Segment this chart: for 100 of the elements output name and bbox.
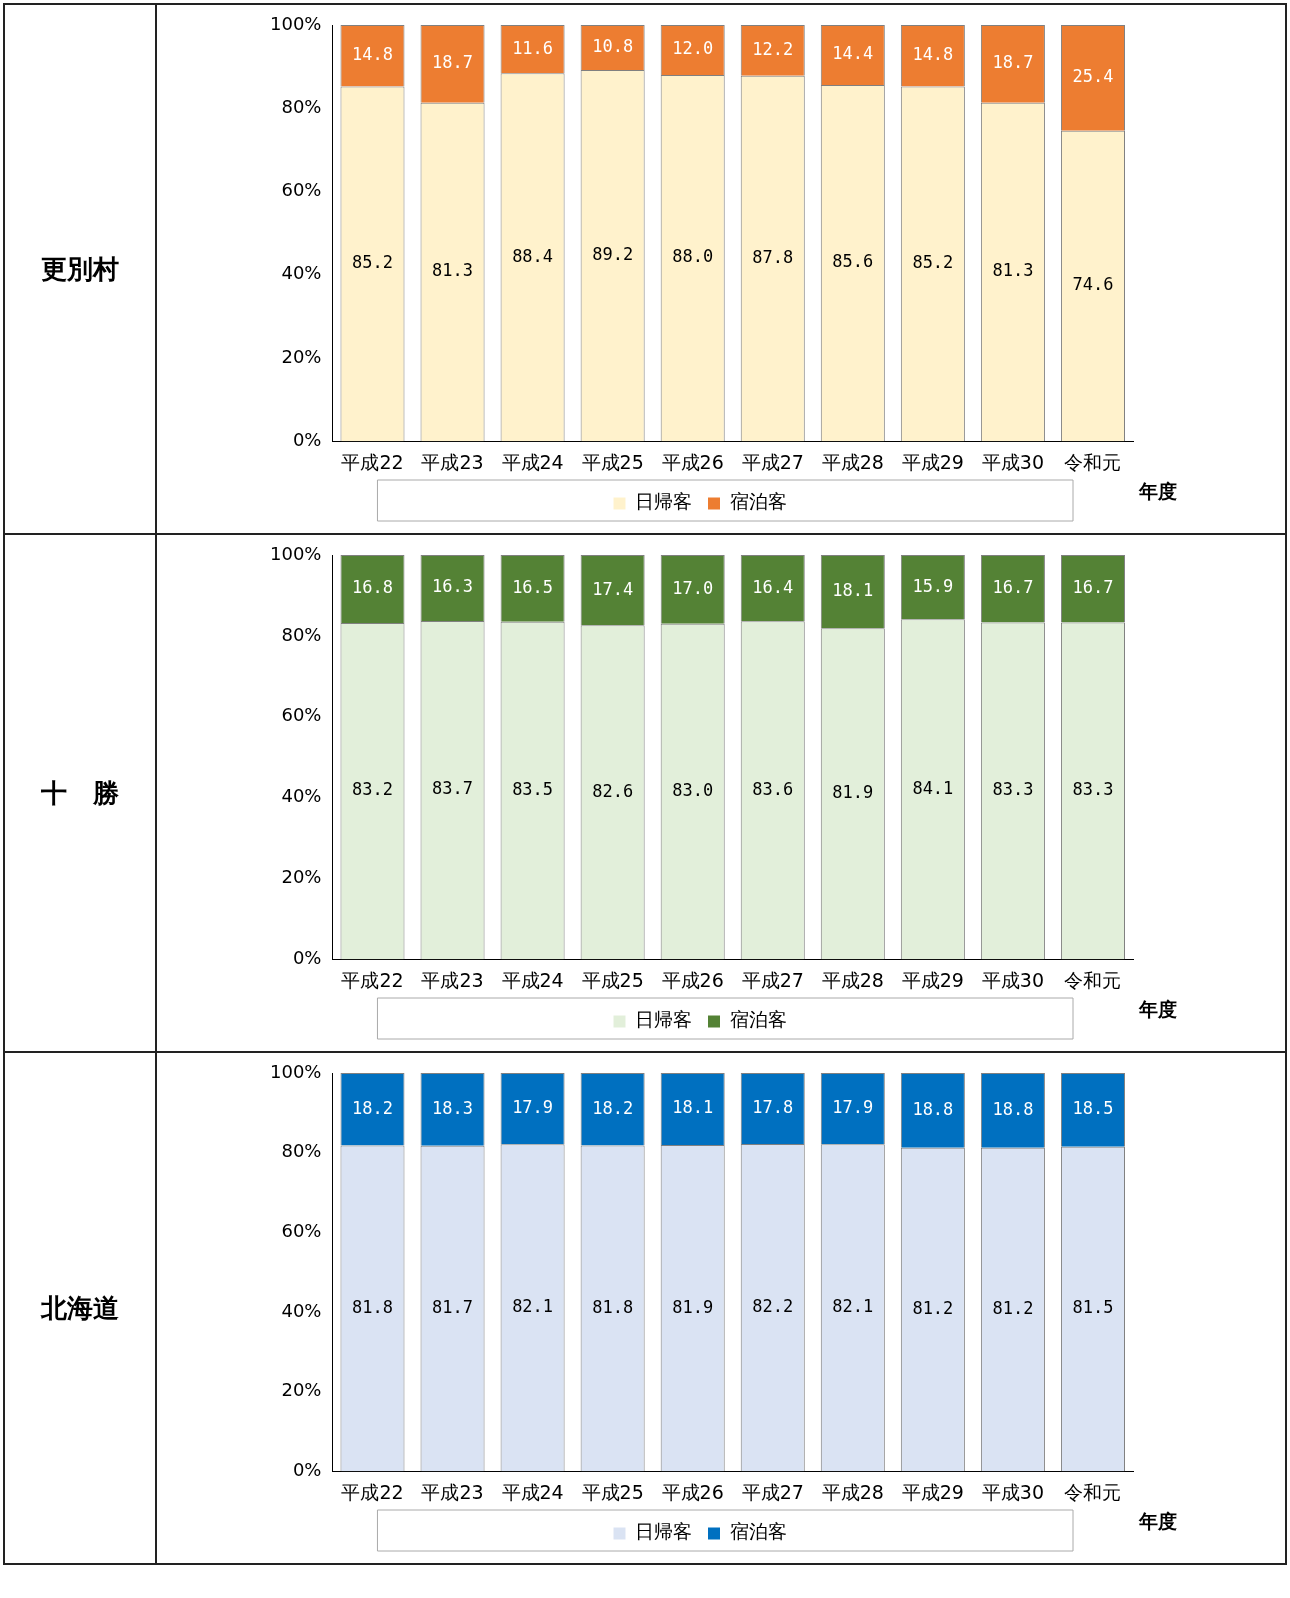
data-label: 88.4 xyxy=(512,245,554,266)
data-label: 14.8 xyxy=(352,44,393,65)
legend-label: 宿泊客 xyxy=(729,1520,787,1543)
data-label: 17.4 xyxy=(592,578,634,599)
x-tick-label: 平成26 xyxy=(661,450,724,473)
data-label: 81.8 xyxy=(352,1296,393,1317)
data-label: 82.1 xyxy=(832,1296,874,1317)
data-label: 83.2 xyxy=(352,779,393,800)
data-label: 16.8 xyxy=(352,577,393,598)
x-tick-label: 令和元 xyxy=(1064,450,1122,473)
y-tick-label: 80% xyxy=(281,1140,322,1162)
data-label: 18.1 xyxy=(832,580,874,600)
data-label: 87.8 xyxy=(752,246,794,267)
x-tick-label: 平成25 xyxy=(581,450,644,473)
x-tick-label: 平成26 xyxy=(661,1480,724,1503)
data-label: 82.6 xyxy=(592,780,634,801)
y-tick-label: 40% xyxy=(281,1299,322,1321)
x-tick-label: 平成24 xyxy=(501,450,564,473)
data-label: 18.1 xyxy=(672,1097,714,1118)
y-tick-label: 0% xyxy=(292,1458,322,1480)
data-label: 83.3 xyxy=(992,779,1034,800)
y-tick-label: 0% xyxy=(292,428,322,450)
data-label: 81.2 xyxy=(992,1297,1034,1318)
y-tick-label: 40% xyxy=(281,785,322,807)
data-label: 18.5 xyxy=(1072,1098,1114,1119)
data-label: 17.9 xyxy=(512,1097,554,1118)
y-tick-label: 60% xyxy=(281,704,322,726)
data-label: 11.6 xyxy=(512,37,554,58)
data-label: 85.2 xyxy=(352,252,393,273)
y-tick-label: 80% xyxy=(281,623,322,645)
legend-label: 宿泊客 xyxy=(729,490,787,513)
x-tick-label: 平成26 xyxy=(661,968,724,991)
x-tick-label: 平成27 xyxy=(741,968,804,991)
x-tick-label: 平成22 xyxy=(341,1480,404,1503)
data-label: 25.4 xyxy=(1072,66,1114,87)
data-label: 81.3 xyxy=(992,260,1034,281)
data-label: 85.2 xyxy=(912,252,954,273)
data-label: 16.7 xyxy=(992,577,1034,598)
data-label: 88.0 xyxy=(672,246,714,267)
data-label: 14.8 xyxy=(912,44,954,65)
y-tick-label: 40% xyxy=(281,262,322,284)
x-tick-label: 平成30 xyxy=(981,1480,1045,1503)
data-label: 81.5 xyxy=(1072,1297,1114,1318)
data-label: 12.2 xyxy=(752,38,794,59)
data-label: 83.7 xyxy=(432,778,474,799)
data-label: 18.7 xyxy=(432,52,474,73)
y-tick-label: 100% xyxy=(269,542,322,564)
x-tick-label: 平成27 xyxy=(741,450,804,473)
y-tick-label: 20% xyxy=(281,866,322,888)
x-tick-label: 平成30 xyxy=(981,968,1045,991)
y-tick-label: 60% xyxy=(281,179,322,201)
x-tick-label: 平成25 xyxy=(581,968,644,991)
data-label: 81.8 xyxy=(592,1296,634,1317)
legend-label: 日帰客 xyxy=(635,490,692,513)
x-tick-label: 平成24 xyxy=(501,1480,564,1503)
data-label: 83.5 xyxy=(512,778,554,799)
data-label: 81.2 xyxy=(912,1297,954,1318)
y-tick-label: 100% xyxy=(269,12,322,34)
x-tick-label: 平成28 xyxy=(821,450,884,473)
data-label: 17.8 xyxy=(752,1096,794,1117)
x-tick-label: 平成25 xyxy=(581,1480,644,1503)
data-label: 14.4 xyxy=(832,43,874,64)
data-label: 18.8 xyxy=(912,1098,954,1119)
x-tick-label: 平成23 xyxy=(421,968,484,991)
data-label: 18.2 xyxy=(352,1097,393,1118)
x-tick-label: 平成29 xyxy=(901,968,964,991)
x-tick-label: 平成28 xyxy=(821,1480,884,1503)
x-axis-title: 年度 xyxy=(1138,479,1177,502)
data-label: 81.3 xyxy=(432,260,474,281)
data-label: 81.9 xyxy=(672,1296,714,1317)
data-label: 83.6 xyxy=(752,778,794,799)
text: 更別村 xyxy=(4,4,156,534)
y-tick-label: 20% xyxy=(281,1379,322,1401)
data-label: 17.9 xyxy=(832,1097,874,1118)
data-label: 85.6 xyxy=(832,251,874,272)
y-tick-label: 100% xyxy=(269,1060,322,1082)
x-tick-label: 平成30 xyxy=(981,450,1045,473)
data-label: 18.8 xyxy=(992,1098,1034,1119)
data-label: 74.6 xyxy=(1072,274,1114,295)
data-label: 18.3 xyxy=(432,1097,474,1118)
data-label: 81.9 xyxy=(832,782,874,803)
data-label: 82.2 xyxy=(752,1295,794,1316)
data-label: 89.2 xyxy=(592,244,634,264)
data-label: 81.7 xyxy=(432,1296,474,1317)
data-label: 82.1 xyxy=(512,1296,554,1317)
data-label: 16.7 xyxy=(1072,577,1114,598)
x-tick-label: 平成24 xyxy=(501,968,564,991)
x-tick-label: 令和元 xyxy=(1064,968,1122,991)
data-label: 83.3 xyxy=(1072,779,1114,800)
x-axis-title: 年度 xyxy=(1138,997,1177,1020)
data-label: 16.3 xyxy=(432,576,474,597)
x-tick-label: 平成29 xyxy=(901,1480,964,1503)
x-tick-label: 平成23 xyxy=(421,1480,484,1503)
y-tick-label: 0% xyxy=(292,946,322,968)
data-label: 18.2 xyxy=(592,1097,634,1118)
data-label: 83.0 xyxy=(672,779,714,800)
legend-label: 日帰客 xyxy=(635,1520,692,1543)
legend-label: 日帰客 xyxy=(635,1008,692,1031)
data-label: 16.4 xyxy=(752,576,794,597)
x-tick-label: 平成29 xyxy=(901,450,964,473)
